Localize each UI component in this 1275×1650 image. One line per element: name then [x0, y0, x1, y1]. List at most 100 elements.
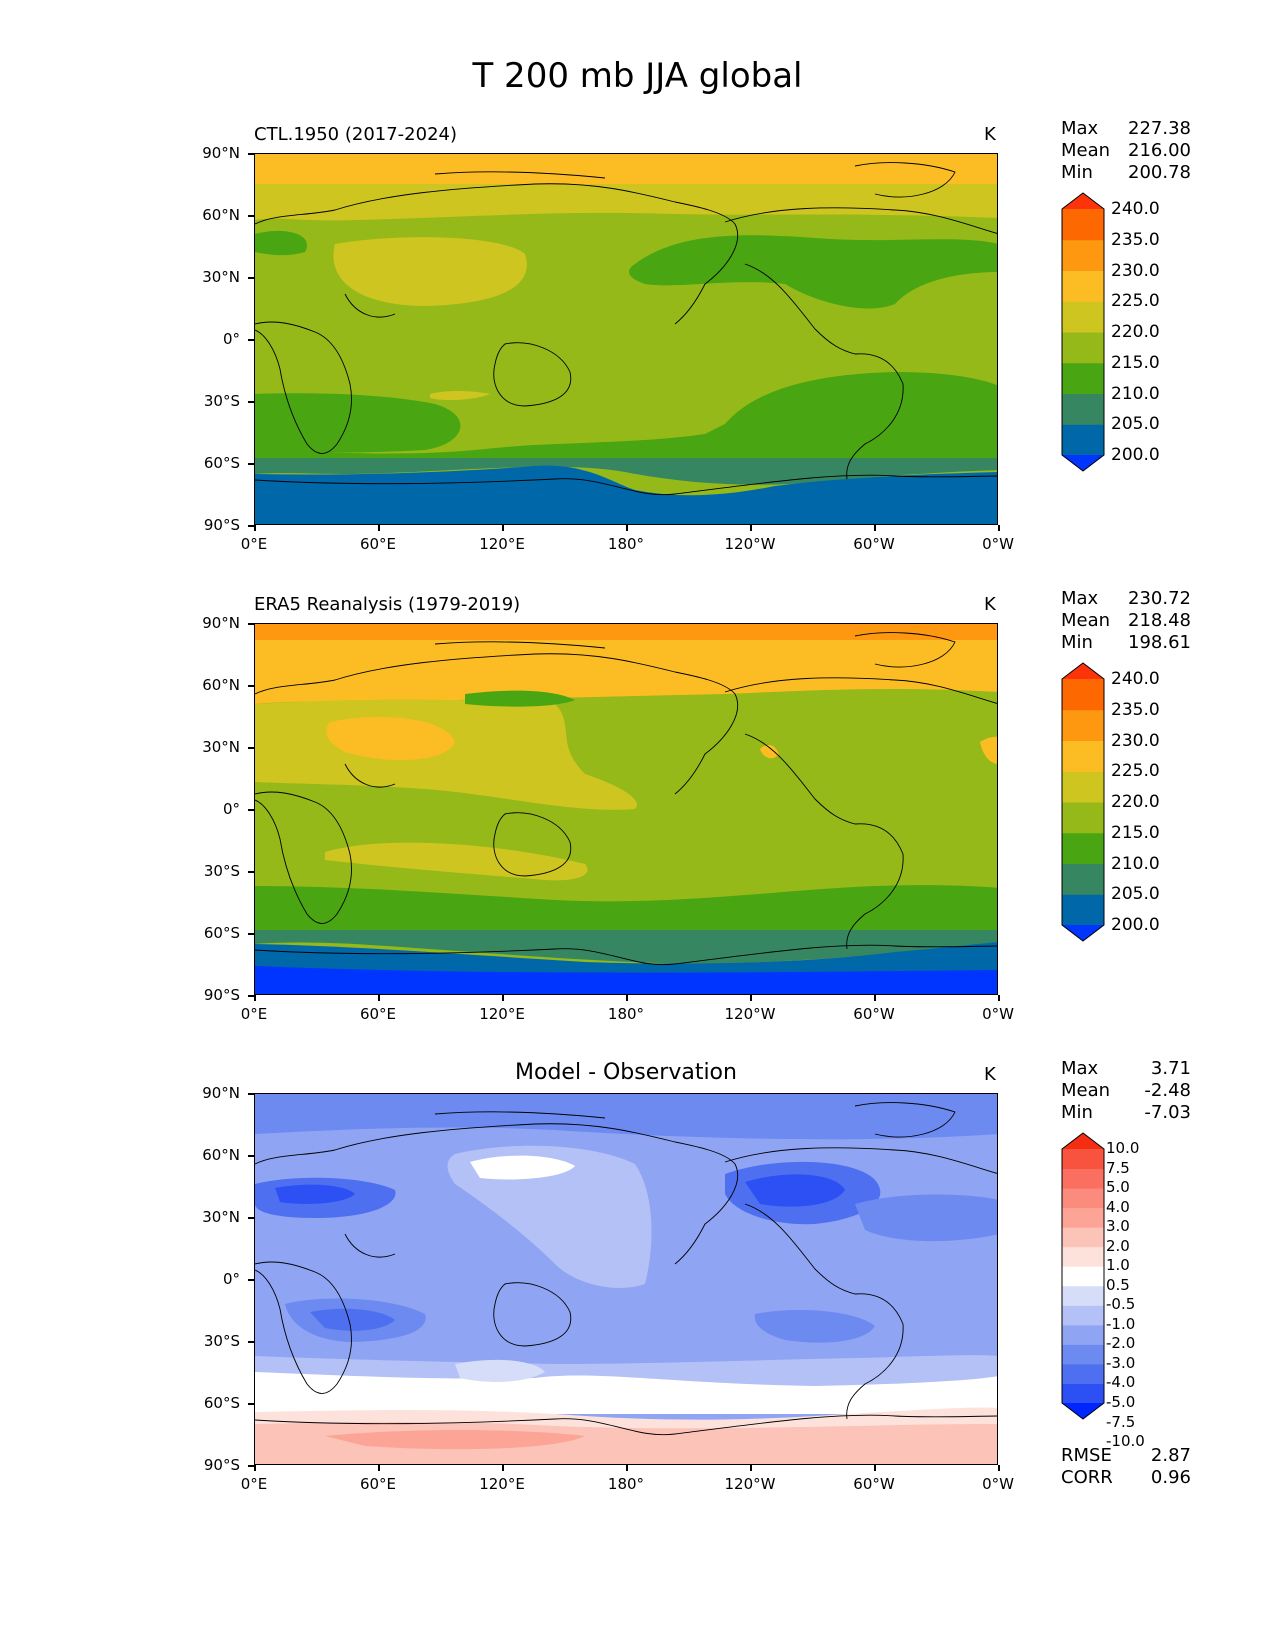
- colorbar-extend-max: [1062, 663, 1104, 679]
- lat-tick-label: 90°N: [202, 144, 240, 162]
- colorbar-tick-label: -2.0: [1106, 1334, 1136, 1353]
- colorbar-extend-max: [1062, 1133, 1104, 1149]
- lat-tick-label: 30°S: [203, 392, 240, 410]
- colorbar-tick-label: 7.5: [1106, 1158, 1130, 1177]
- lat-tick-mark: [248, 809, 254, 811]
- colorbar-segment: [1062, 1305, 1104, 1326]
- rmse-label: RMSE: [1061, 1445, 1112, 1466]
- map-model: [254, 153, 998, 525]
- colorbar-segment: [1062, 1246, 1104, 1267]
- min-label: Min: [1061, 162, 1093, 183]
- colorbar-segment: [1062, 802, 1104, 834]
- lat-tick-mark: [248, 1403, 254, 1405]
- stats-difference: Max 3.71 Mean -2.48 Min -7.03: [1061, 1058, 1191, 1124]
- colorbar-segment: [1062, 1168, 1104, 1189]
- lon-tick-mark: [502, 525, 504, 531]
- lon-tick-label: 60°W: [853, 1005, 895, 1023]
- colorbar-tick-label: -4.0: [1106, 1373, 1136, 1392]
- colorbar-extend-min: [1062, 455, 1104, 471]
- colorbar-segment: [1062, 1363, 1104, 1384]
- lat-tick-mark: [248, 995, 254, 997]
- colorbar-segment: [1062, 332, 1104, 364]
- lon-tick-mark: [502, 1465, 504, 1471]
- colorbar-tick-label: -7.5: [1106, 1412, 1136, 1431]
- map-difference: [254, 1093, 998, 1465]
- lon-tick-mark: [626, 995, 628, 1001]
- colorbar-tick-label: 200.0: [1111, 445, 1160, 465]
- lat-tick-mark: [248, 623, 254, 625]
- colorbar-segment: [1062, 832, 1104, 864]
- lat-tick-mark: [248, 1341, 254, 1343]
- lon-tick-mark: [502, 995, 504, 1001]
- figure-title: T 200 mb JJA global: [472, 56, 803, 96]
- lat-tick-mark: [248, 215, 254, 217]
- colorbar-segment: [1062, 1188, 1104, 1209]
- colorbar-segment: [1062, 1149, 1104, 1170]
- model-field: [255, 154, 997, 524]
- colorbar-tick-label: 205.0: [1111, 414, 1160, 435]
- colorbar-segment: [1062, 424, 1104, 456]
- panel-title: Model - Observation: [515, 1060, 737, 1085]
- colorbar-tick-label: 240.0: [1111, 199, 1160, 219]
- lat-tick-label: 90°N: [202, 1084, 240, 1102]
- colorbar-tick-label: 5.0: [1106, 1178, 1130, 1197]
- colorbar-segment: [1062, 301, 1104, 333]
- lon-tick-label: 120°E: [479, 1475, 525, 1493]
- lat-tick-mark: [248, 463, 254, 465]
- colorbar-tick-label: 200.0: [1111, 915, 1160, 935]
- units-label: K: [984, 1064, 996, 1085]
- lat-tick-label: 60°S: [203, 454, 240, 472]
- lat-tick-mark: [248, 1093, 254, 1095]
- lon-tick-mark: [378, 525, 380, 531]
- lon-tick-label: 120°W: [724, 535, 776, 553]
- mean-value: 218.48: [1128, 610, 1191, 631]
- max-label: Max: [1061, 118, 1099, 139]
- colorbar-tick-label: 205.0: [1111, 884, 1160, 905]
- colorbar-tick-label: -10.0: [1106, 1432, 1145, 1451]
- lon-tick-mark: [998, 995, 1000, 1001]
- lat-tick-mark: [248, 933, 254, 935]
- colorbar-segment: [1062, 1207, 1104, 1228]
- lon-tick-mark: [750, 995, 752, 1001]
- lon-tick-label: 0°W: [982, 1475, 1014, 1493]
- min-label: Min: [1061, 632, 1093, 653]
- colorbar-tick-label: 240.0: [1111, 669, 1160, 689]
- colorbar-tick-label: 230.0: [1111, 730, 1160, 751]
- lat-tick-label: 90°S: [203, 1456, 240, 1474]
- lon-tick-label: 0°W: [982, 535, 1014, 553]
- lon-tick-label: 0°E: [240, 535, 268, 553]
- lat-tick-label: 0°: [222, 330, 240, 348]
- lat-tick-label: 60°N: [202, 676, 240, 694]
- lat-tick-label: 90°S: [203, 516, 240, 534]
- lat-tick-mark: [248, 525, 254, 527]
- colorbar-segment: [1062, 679, 1104, 711]
- lon-tick-mark: [998, 525, 1000, 531]
- colorbar-segment: [1062, 740, 1104, 772]
- lat-tick-mark: [248, 747, 254, 749]
- colorbar-tick-label: -3.0: [1106, 1353, 1136, 1372]
- lon-tick-label: 0°E: [240, 1005, 268, 1023]
- colorbar-tick-label: 210.0: [1111, 853, 1160, 874]
- lon-tick-mark: [626, 525, 628, 531]
- colorbar-segment: [1062, 1285, 1104, 1306]
- colorbar-extend-min: [1062, 1403, 1104, 1419]
- colorbar-segment: [1062, 209, 1104, 241]
- colorbar-tick-label: 3.0: [1106, 1217, 1130, 1236]
- coastlines: [255, 632, 997, 966]
- colorbar-segment: [1062, 239, 1104, 271]
- max-label: Max: [1061, 588, 1099, 609]
- lat-tick-label: 90°S: [203, 986, 240, 1004]
- lat-tick-label: 30°S: [203, 1332, 240, 1350]
- lon-tick-label: 60°W: [853, 535, 895, 553]
- colorbar-extend-max: [1062, 193, 1104, 209]
- units-label: K: [984, 594, 996, 615]
- min-value: 200.78: [1128, 162, 1191, 183]
- lat-tick-mark: [248, 339, 254, 341]
- lon-tick-mark: [750, 525, 752, 531]
- colorbar-tick-label: 235.0: [1111, 699, 1160, 720]
- colorbar-segment: [1062, 362, 1104, 394]
- lat-tick-label: 0°: [222, 800, 240, 818]
- lat-tick-mark: [248, 871, 254, 873]
- lon-tick-label: 0°E: [240, 1475, 268, 1493]
- min-value: -7.03: [1144, 1102, 1191, 1123]
